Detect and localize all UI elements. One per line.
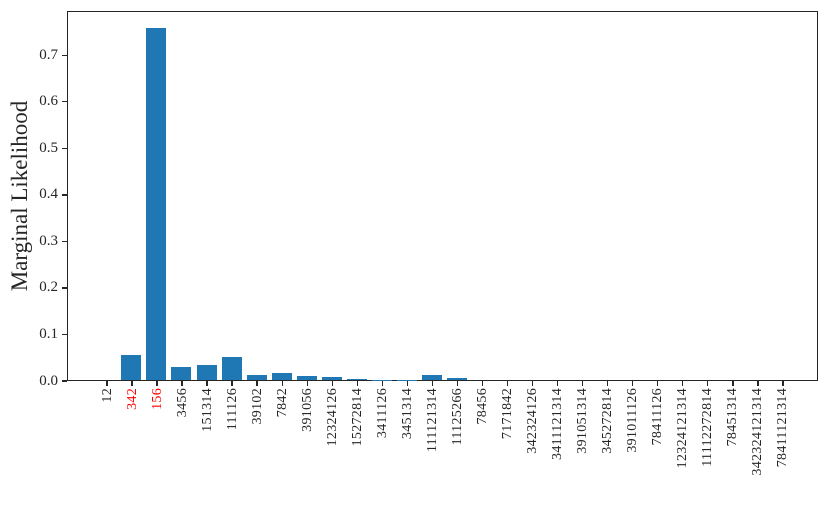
y-tick-mark xyxy=(61,333,67,336)
x-tick-mark xyxy=(481,381,484,386)
bar xyxy=(146,27,167,380)
x-tick-label: 12 xyxy=(99,388,115,403)
x-tick-label: 3411121314 xyxy=(550,388,566,460)
x-tick-mark xyxy=(732,381,734,386)
y-tick-label: 0.2 xyxy=(39,279,58,296)
x-tick-mark xyxy=(606,381,609,386)
bar xyxy=(321,377,342,380)
bar xyxy=(346,379,367,380)
bar xyxy=(421,375,442,380)
x-tick-mark xyxy=(156,381,158,386)
x-tick-label: 391056 xyxy=(299,388,315,432)
x-tick-label: 391051314 xyxy=(575,388,591,454)
x-tick-label: 11125266 xyxy=(449,388,465,446)
y-tick-label: 0.4 xyxy=(39,186,58,203)
bar xyxy=(296,376,317,380)
x-tick-mark xyxy=(406,381,409,386)
y-tick-label: 0.5 xyxy=(39,139,58,156)
y-tick-mark xyxy=(61,194,67,196)
y-tick-mark xyxy=(61,380,67,382)
bar xyxy=(171,367,192,380)
x-tick-mark xyxy=(356,381,359,386)
y-tick-label: 0.6 xyxy=(39,93,58,110)
y-tick-label: 0.7 xyxy=(39,46,58,63)
x-tick-mark xyxy=(431,381,434,386)
bar xyxy=(221,356,242,380)
bar xyxy=(446,377,467,380)
x-tick-mark xyxy=(506,381,509,386)
x-tick-label: 3411126 xyxy=(374,388,390,439)
x-tick-label: 111126 xyxy=(224,388,240,431)
x-tick-label: 12324126 xyxy=(324,388,340,447)
x-tick-label: 39102 xyxy=(249,388,265,425)
x-tick-mark xyxy=(757,381,759,386)
x-tick-label: 342324121314 xyxy=(750,388,766,476)
x-tick-mark xyxy=(331,381,333,386)
x-tick-mark xyxy=(531,381,534,386)
bar xyxy=(246,374,267,380)
x-tick-label: 78451314 xyxy=(725,388,741,447)
x-tick-label: 78456 xyxy=(474,388,490,425)
x-tick-label: 151314 xyxy=(199,388,215,432)
x-tick-label: 342324126 xyxy=(525,388,541,454)
bar xyxy=(196,365,217,380)
x-tick-mark xyxy=(206,381,208,386)
x-tick-mark xyxy=(181,381,183,386)
x-tick-label: 345272814 xyxy=(600,388,616,454)
y-tick-label: 0.0 xyxy=(39,372,58,389)
y-tick-label: 0.1 xyxy=(39,325,58,342)
x-tick-label: 7171842 xyxy=(500,388,516,440)
x-tick-mark xyxy=(456,381,459,386)
x-tick-label: 3451314 xyxy=(399,388,415,440)
y-tick-mark xyxy=(61,101,67,103)
x-tick-label: 156 xyxy=(149,388,165,410)
y-tick-mark xyxy=(61,147,67,149)
x-tick-mark xyxy=(581,381,584,386)
x-tick-mark xyxy=(231,381,233,386)
bar xyxy=(271,373,292,380)
x-tick-label: 78411126 xyxy=(650,388,666,446)
x-tick-label: 15272814 xyxy=(349,388,365,447)
y-tick-mark xyxy=(61,287,67,289)
y-tick-mark xyxy=(61,54,67,56)
x-tick-mark xyxy=(381,381,384,386)
x-tick-label: 342 xyxy=(124,388,140,410)
x-tick-label: 12324121314 xyxy=(675,388,691,469)
x-tick-label: 3456 xyxy=(174,388,190,418)
plot-area xyxy=(67,11,818,381)
x-tick-mark xyxy=(131,381,133,386)
x-tick-label: 7842 xyxy=(274,388,290,418)
y-tick-label: 0.3 xyxy=(39,232,58,249)
y-tick-mark xyxy=(61,240,67,243)
x-tick-label: 78411121314 xyxy=(775,388,791,468)
x-tick-label: 111121314 xyxy=(424,388,440,453)
x-tick-mark xyxy=(682,381,684,386)
x-tick-mark xyxy=(707,381,709,386)
x-tick-mark xyxy=(631,381,634,386)
x-tick-mark xyxy=(782,381,784,386)
x-tick-mark xyxy=(281,381,283,386)
bar xyxy=(121,354,142,380)
x-tick-label: 11112272814 xyxy=(700,388,716,467)
x-tick-mark xyxy=(556,381,559,386)
x-tick-mark xyxy=(657,381,659,386)
x-tick-mark xyxy=(106,381,108,386)
x-tick-label: 391011126 xyxy=(625,388,641,453)
x-tick-mark xyxy=(306,381,308,386)
x-tick-mark xyxy=(256,381,258,386)
